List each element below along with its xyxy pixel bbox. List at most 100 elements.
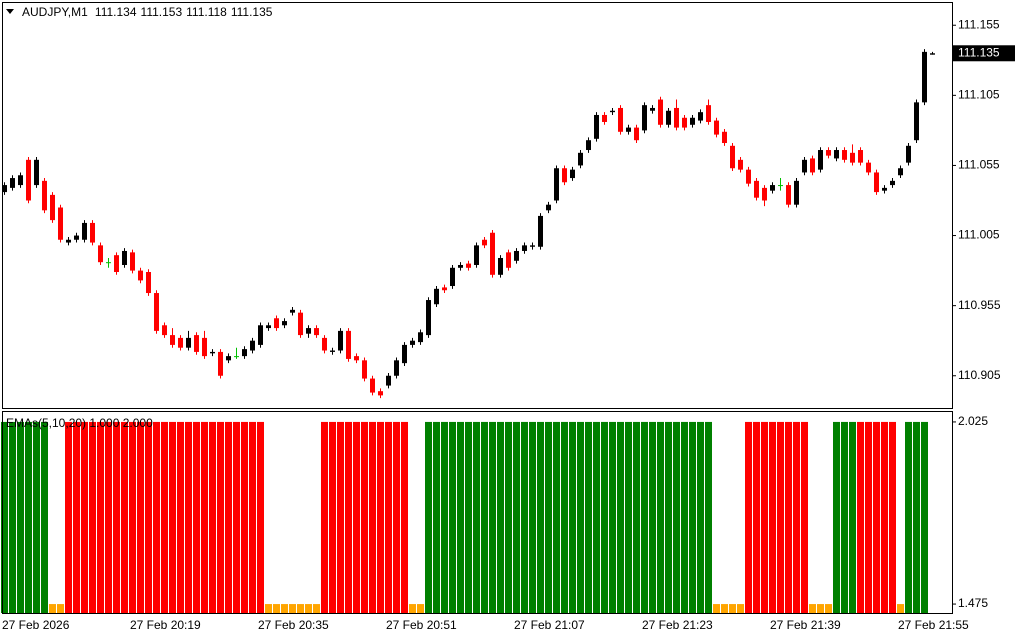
candle-body xyxy=(586,140,591,151)
histogram-bar xyxy=(1,421,8,613)
histogram-bar xyxy=(41,421,48,613)
histogram-bar xyxy=(225,421,232,613)
x-tick-label: 27 Feb 20:19 xyxy=(130,618,201,632)
candle-body xyxy=(738,159,743,170)
candle-body xyxy=(170,335,175,345)
candle-body xyxy=(98,245,103,263)
candle-body xyxy=(50,194,55,221)
histogram-bar xyxy=(345,421,352,613)
marks xyxy=(1,49,935,613)
x-tick-label: 27 Feb 21:39 xyxy=(770,618,841,632)
last-price-label: 111.135 xyxy=(958,45,1000,59)
candle-body xyxy=(42,180,47,211)
histogram-bar xyxy=(17,421,24,613)
candle-body xyxy=(202,337,207,357)
candle-body xyxy=(226,356,231,361)
candle-body xyxy=(802,159,807,173)
x-tick-label: 27 Feb 20:35 xyxy=(258,618,329,632)
candle-body xyxy=(890,180,895,186)
candle-body xyxy=(746,169,751,184)
histogram-bar xyxy=(857,421,864,613)
candle-body xyxy=(114,255,119,272)
histogram-bar xyxy=(633,421,640,613)
histogram-bar xyxy=(465,421,472,613)
histogram-bar xyxy=(665,421,672,613)
candle-body xyxy=(650,107,655,111)
histogram-bar xyxy=(769,421,776,613)
histogram-bar xyxy=(105,421,112,613)
candle-body xyxy=(866,162,871,173)
histogram-bar xyxy=(777,421,784,613)
symbol-menu-arrow[interactable] xyxy=(6,9,14,14)
y-tick-label: 111.055 xyxy=(958,158,1000,172)
histogram-bar xyxy=(377,421,384,613)
candle-body xyxy=(330,350,335,352)
candle-body xyxy=(138,270,143,281)
indicator-title: EMAs(5,10,20) 1.000 2.000 xyxy=(6,416,153,430)
candle-body xyxy=(250,340,255,351)
header-low: 111.118 xyxy=(186,5,227,19)
candle-body xyxy=(562,168,567,183)
candle-body xyxy=(506,252,511,268)
histogram-bar xyxy=(745,421,752,613)
histogram-bar xyxy=(401,421,408,613)
histogram-bar xyxy=(489,421,496,613)
y-tick-label: 111.105 xyxy=(958,88,1000,102)
histogram-bar xyxy=(617,421,624,613)
candle-body xyxy=(882,187,887,191)
histogram-bar xyxy=(825,604,832,613)
candle-body xyxy=(618,107,623,132)
histogram-bar xyxy=(641,421,648,613)
candle-body xyxy=(770,185,775,191)
histogram-bar xyxy=(137,421,144,613)
last-price-box xyxy=(953,45,1015,62)
candle-body xyxy=(474,245,479,265)
histogram-bar xyxy=(721,604,728,613)
histogram-bar xyxy=(673,421,680,613)
header: AUDJPY,M1 111.134 111.153 111.118 111.135 xyxy=(22,5,273,19)
histogram-bar xyxy=(561,421,568,613)
y-tick-label: 110.955 xyxy=(958,298,1001,312)
candle-body xyxy=(234,356,239,358)
candle-body xyxy=(666,110,671,125)
candle-body xyxy=(178,337,183,348)
histogram-bar xyxy=(697,421,704,613)
candle-body xyxy=(554,168,559,201)
histogram-bar xyxy=(369,421,376,613)
histogram-bar xyxy=(881,421,888,613)
histogram-bar xyxy=(473,421,480,613)
candle-body xyxy=(26,159,31,201)
histogram-bar xyxy=(809,604,816,613)
candle-body xyxy=(482,239,487,246)
candle-body xyxy=(602,114,607,122)
candle-body xyxy=(754,180,759,198)
candle-body xyxy=(514,250,519,261)
histogram-bar xyxy=(793,421,800,613)
histogram-bar xyxy=(313,604,320,613)
candle-body xyxy=(346,330,351,359)
histogram-bar xyxy=(625,421,632,613)
histogram-bar xyxy=(889,421,896,613)
histogram-bar xyxy=(233,421,240,613)
histogram-bar xyxy=(257,421,264,613)
candle-body xyxy=(834,150,839,159)
histogram-bar xyxy=(425,421,432,613)
candle-body xyxy=(66,239,71,243)
candle-body xyxy=(426,300,431,336)
candle-body xyxy=(794,180,799,205)
histogram-bar xyxy=(305,604,312,613)
candle-body xyxy=(714,120,719,135)
candle-body xyxy=(306,328,311,334)
candle-body xyxy=(730,145,735,169)
candle-body xyxy=(682,117,687,128)
histogram-bar xyxy=(457,421,464,613)
histogram-bar xyxy=(481,421,488,613)
histogram-bar xyxy=(329,421,336,613)
candle-body xyxy=(538,215,543,247)
x-tick-label: 27 Feb 20:51 xyxy=(386,618,457,632)
histogram-bar xyxy=(817,604,824,613)
candle-body xyxy=(130,252,135,271)
x-tick-label: 27 Feb 21:23 xyxy=(642,618,713,632)
symbol: AUDJPY,M1 xyxy=(22,5,88,19)
header-open: 111.134 xyxy=(95,5,137,19)
